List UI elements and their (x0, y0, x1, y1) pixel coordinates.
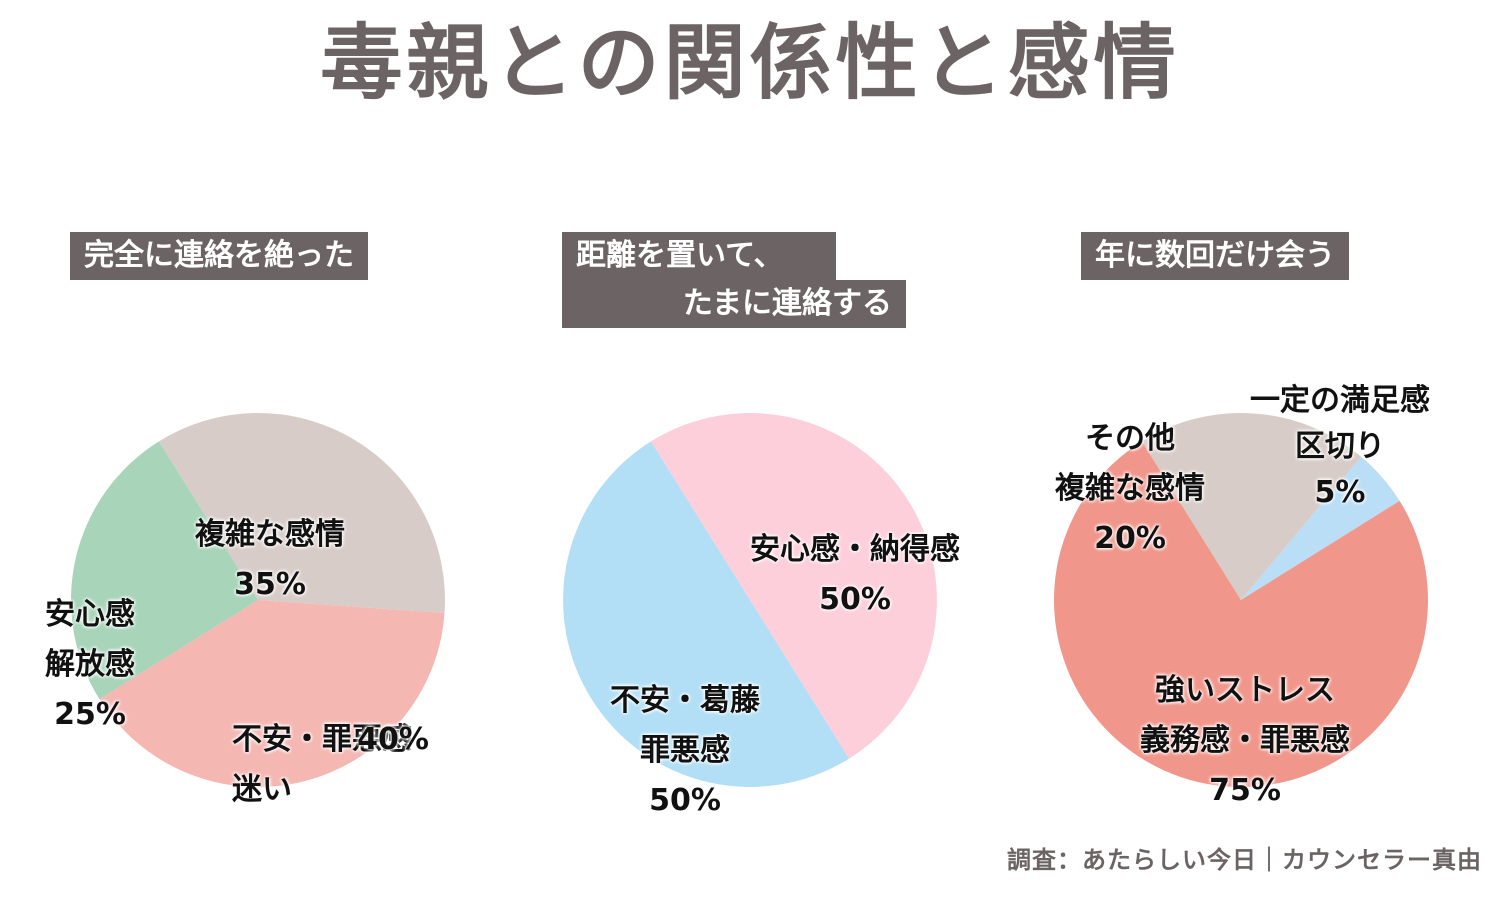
pie-slice (1241, 456, 1400, 600)
chart-3-slice-label: 強いストレス 義務感・罪悪感 75% (1140, 673, 1350, 808)
chart-1-slice-label: 複雑な感情 35% (195, 517, 345, 602)
chart-2-title-line-2: たまに連絡する (562, 280, 906, 328)
page-title: 毒親との関係性と感情 (320, 16, 1180, 111)
chart-2-title-line-1: 距離を置いて、 (562, 232, 836, 280)
chart-2-slice-label: 不安・葛藤 罪悪感 50% (610, 683, 760, 818)
chart-3-title: 年に数回だけ会う (1081, 232, 1349, 280)
chart-1-slice-value: 40% (357, 722, 429, 757)
pie-slice (71, 441, 259, 700)
pie-chart-3 (1054, 413, 1429, 788)
pie-chart-2 (563, 413, 937, 787)
chart-2-slice-label: 安心感・納得感 50% (750, 532, 960, 617)
pie-slice (650, 413, 937, 759)
chart-3-slice-label: 一定の満足感 区切り 5% (1250, 383, 1430, 510)
chart-3-slice-label: その他 複雑な感情 20% (1055, 421, 1205, 556)
pie-slice (99, 600, 445, 788)
chart-1-slice-label: 安心感 解放感 25% (45, 597, 135, 732)
chart-1-title: 完全に連絡を絶った (70, 232, 368, 280)
pie-slice (1054, 441, 1429, 788)
pie-slice (1141, 413, 1362, 600)
pie-slice (563, 441, 850, 787)
source-note: 調査：あたらしい今日｜カウンセラー真由 (1007, 846, 1482, 874)
chart-1-slice-label: 不安・罪悪感 迷い (232, 722, 412, 807)
pie-slice (158, 413, 445, 614)
pie-chart-1 (71, 413, 445, 788)
